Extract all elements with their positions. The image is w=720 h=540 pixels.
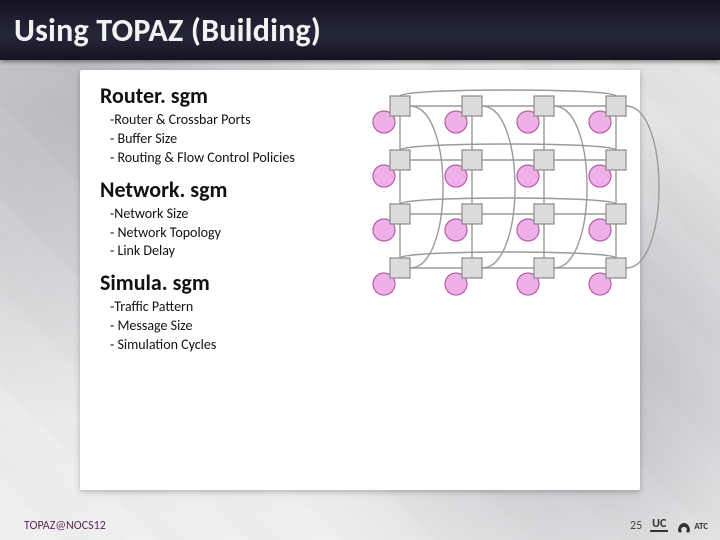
footer-right: 25 UC ATC [630, 519, 708, 533]
list-item: - Message Size [110, 317, 620, 336]
uc-logo-text: UC [652, 520, 666, 530]
uc-logo-bar [650, 530, 668, 532]
atc-logo-icon [676, 519, 692, 533]
page-number: 25 [630, 519, 642, 533]
list-item: - Simulation Cycles [110, 336, 620, 355]
title-bar: Using TOPAZ (Building) [0, 0, 720, 60]
atc-logo: ATC [676, 519, 708, 533]
content-card: Router. sgm -Router & Crossbar Ports - B… [80, 70, 640, 490]
torus-diagram [360, 76, 690, 296]
section-items: -Traffic Pattern - Message Size - Simula… [110, 298, 620, 355]
slide-title: Using TOPAZ (Building) [14, 11, 321, 50]
atc-logo-text: ATC [694, 521, 708, 532]
list-item: -Traffic Pattern [110, 298, 620, 317]
footer: TOPAZ@NOCS12 25 UC ATC [0, 516, 720, 540]
footer-left: TOPAZ@NOCS12 [24, 519, 106, 533]
uc-logo: UC [650, 520, 668, 533]
